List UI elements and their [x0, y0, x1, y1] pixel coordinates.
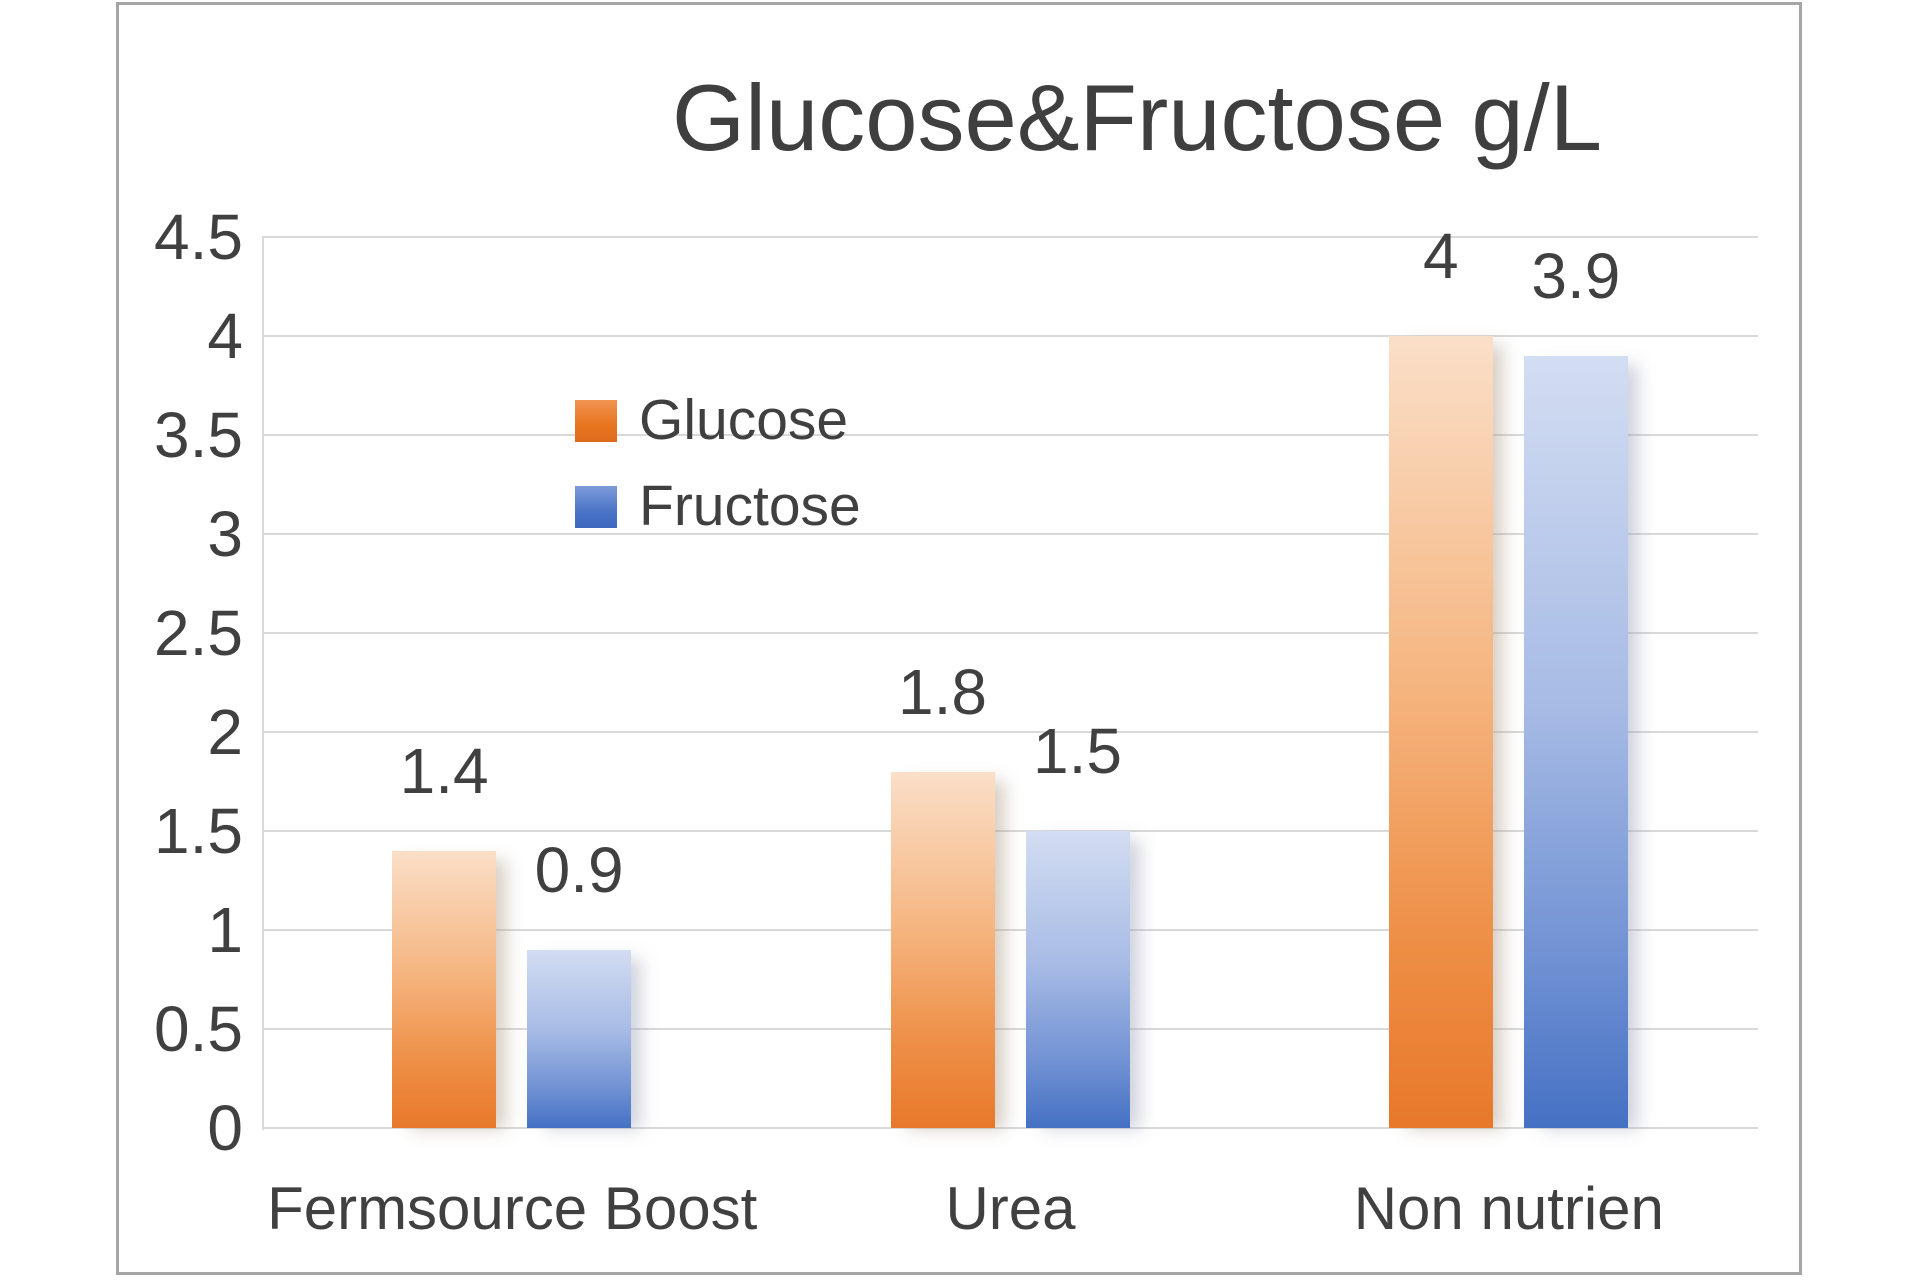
gridline-0.5 — [263, 1028, 1758, 1030]
gridline-2.5 — [263, 632, 1758, 634]
y-tick-label-3.5: 3.5 — [154, 399, 243, 471]
gridline-2 — [263, 731, 1758, 733]
category-label-fermsource-boost: Fermsource Boost — [267, 1175, 758, 1242]
gridline-3 — [263, 533, 1758, 535]
legend: Glucose Fructose — [575, 392, 861, 571]
y-tick-label-2.5: 2.5 — [154, 597, 243, 669]
y-tick-label-4.5: 4.5 — [154, 201, 243, 273]
glucose-bar-fermsource-boost — [392, 850, 497, 1128]
y-tick-label-3: 3 — [207, 498, 243, 570]
y-tick-label-1.5: 1.5 — [154, 795, 243, 867]
chart-title: Glucose&Fructose g/L — [672, 65, 1602, 170]
fructose-bar-urea — [1025, 831, 1130, 1128]
gridline-4 — [263, 335, 1758, 337]
gridline-1.5 — [263, 830, 1758, 832]
fructose-value-label-fermsource-boost: 0.9 — [534, 833, 624, 906]
fructose-series-swatch-icon — [575, 485, 617, 528]
y-axis-line — [262, 236, 264, 1130]
glucose-value-label-fermsource-boost: 1.4 — [399, 734, 489, 807]
y-tick-label-1: 1 — [207, 894, 243, 966]
glucose-series-swatch-icon — [575, 399, 617, 442]
gridline-4.5 — [263, 236, 1758, 238]
category-label-non-nutrien: Non nutrien — [1353, 1175, 1664, 1242]
fructose-value-label-non-nutrien: 3.9 — [1531, 239, 1621, 312]
legend-label-glucose: Glucose — [639, 388, 849, 452]
legend-label-fructose: Fructose — [639, 474, 861, 538]
glucose-bar-urea — [890, 771, 995, 1128]
legend-item-glucose: Glucose — [575, 392, 861, 449]
y-tick-label-2: 2 — [207, 696, 243, 768]
y-tick-label-0: 0 — [207, 1092, 243, 1164]
category-label-urea: Urea — [945, 1175, 1076, 1242]
legend-item-fructose: Fructose — [575, 478, 861, 535]
gridline-3.5 — [263, 434, 1758, 436]
fructose-bar-fermsource-boost — [527, 949, 632, 1128]
glucose-value-label-non-nutrien: 4 — [1423, 220, 1459, 292]
fructose-bar-non-nutrien — [1523, 355, 1628, 1128]
glucose-value-label-urea: 1.8 — [898, 655, 987, 728]
y-tick-label-0.5: 0.5 — [154, 993, 243, 1065]
fructose-value-label-urea: 1.5 — [1033, 715, 1122, 787]
glucose-bar-non-nutrien — [1388, 336, 1493, 1128]
gridline-1 — [263, 929, 1758, 931]
y-tick-label-4: 4 — [207, 300, 243, 372]
gridline-0 — [263, 1127, 1758, 1129]
